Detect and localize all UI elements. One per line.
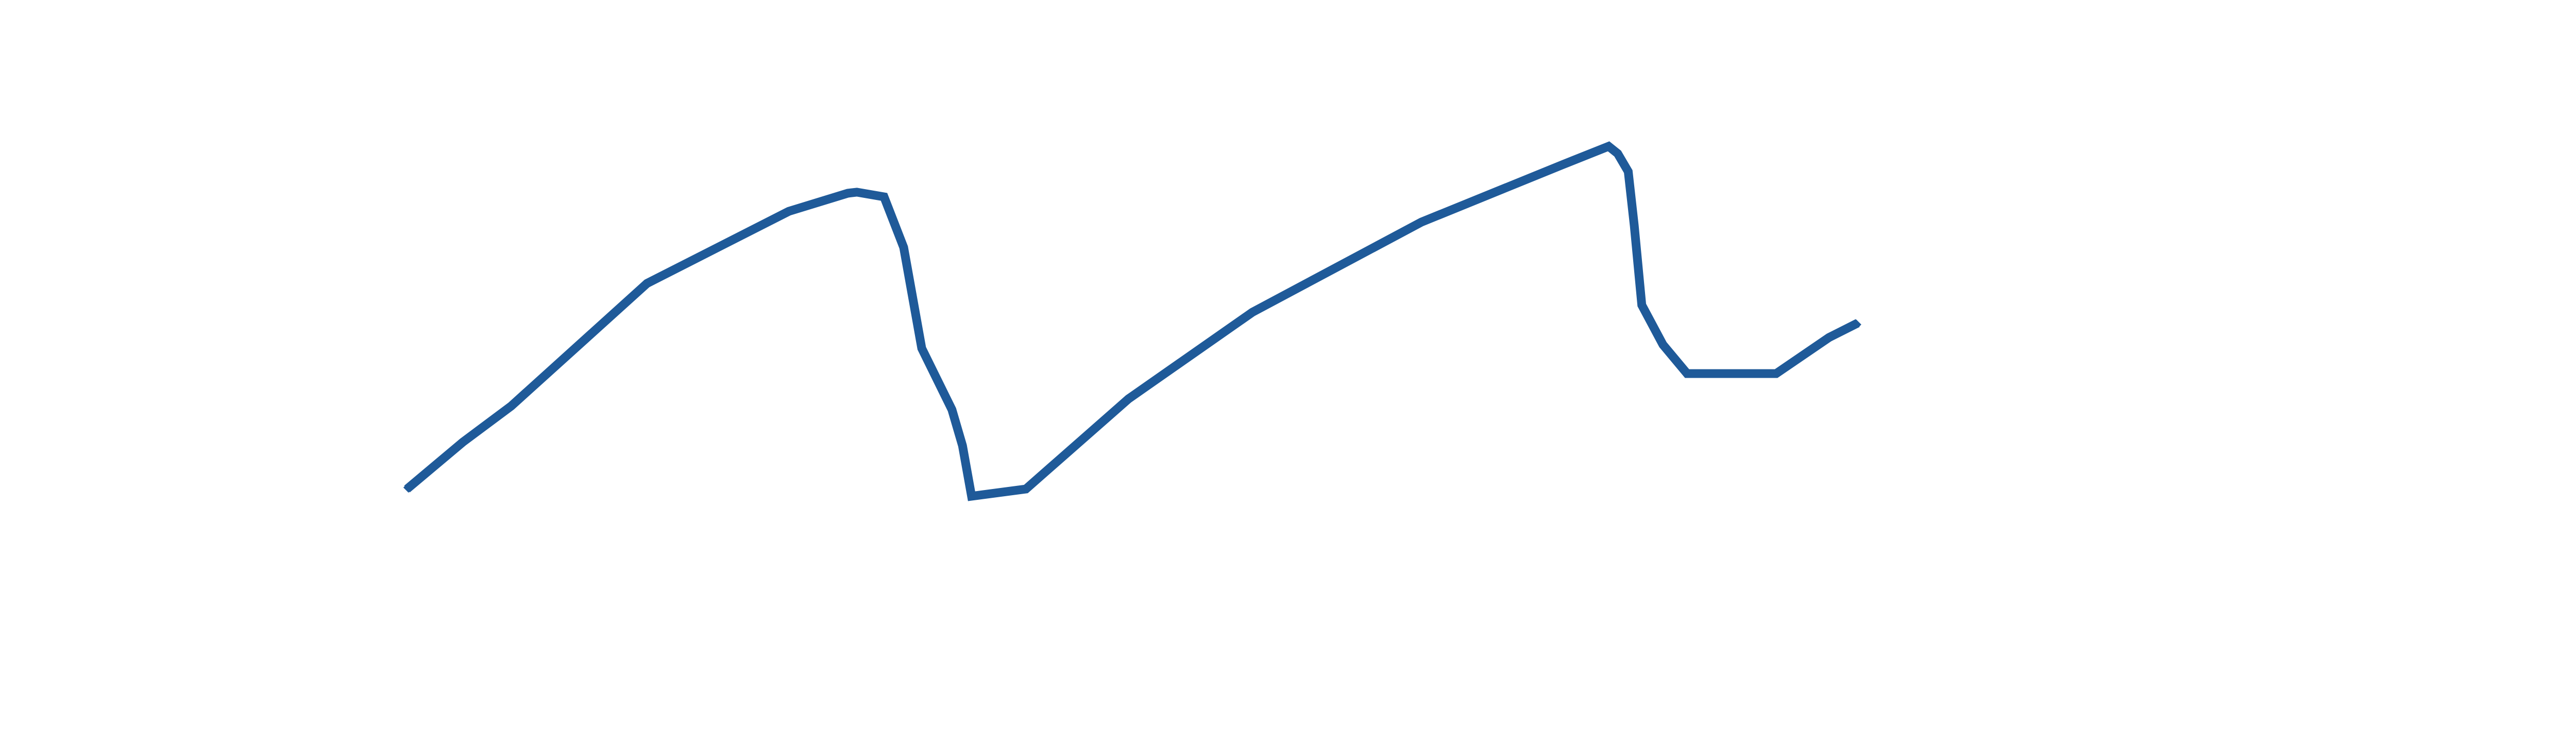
data-point	[1630, 222, 1638, 230]
data-point	[1125, 395, 1132, 403]
data-point	[853, 188, 861, 196]
data-point	[403, 485, 411, 493]
data-point	[643, 279, 651, 288]
data-point	[1614, 149, 1622, 158]
series-line	[404, 141, 1860, 501]
data-point	[948, 406, 956, 414]
data-point	[1659, 341, 1667, 349]
data-point	[507, 402, 515, 410]
data-point	[1683, 369, 1691, 378]
data-point	[968, 492, 975, 500]
data-point	[918, 344, 926, 352]
data-point	[1248, 308, 1256, 316]
data-point	[1022, 485, 1030, 493]
data-point	[1605, 142, 1613, 150]
series-layer	[403, 141, 1861, 501]
data-point	[459, 438, 467, 446]
data-point	[844, 189, 852, 197]
data-point	[900, 243, 908, 251]
data-point	[1624, 167, 1632, 176]
data-point	[785, 207, 793, 215]
data-point	[1417, 218, 1426, 226]
data-point	[1560, 160, 1567, 168]
data-point	[1772, 369, 1780, 378]
data-point	[880, 193, 888, 201]
data-point	[1638, 301, 1646, 309]
data-point	[959, 442, 967, 450]
data-point	[1825, 333, 1833, 342]
data-point	[1854, 319, 1861, 327]
